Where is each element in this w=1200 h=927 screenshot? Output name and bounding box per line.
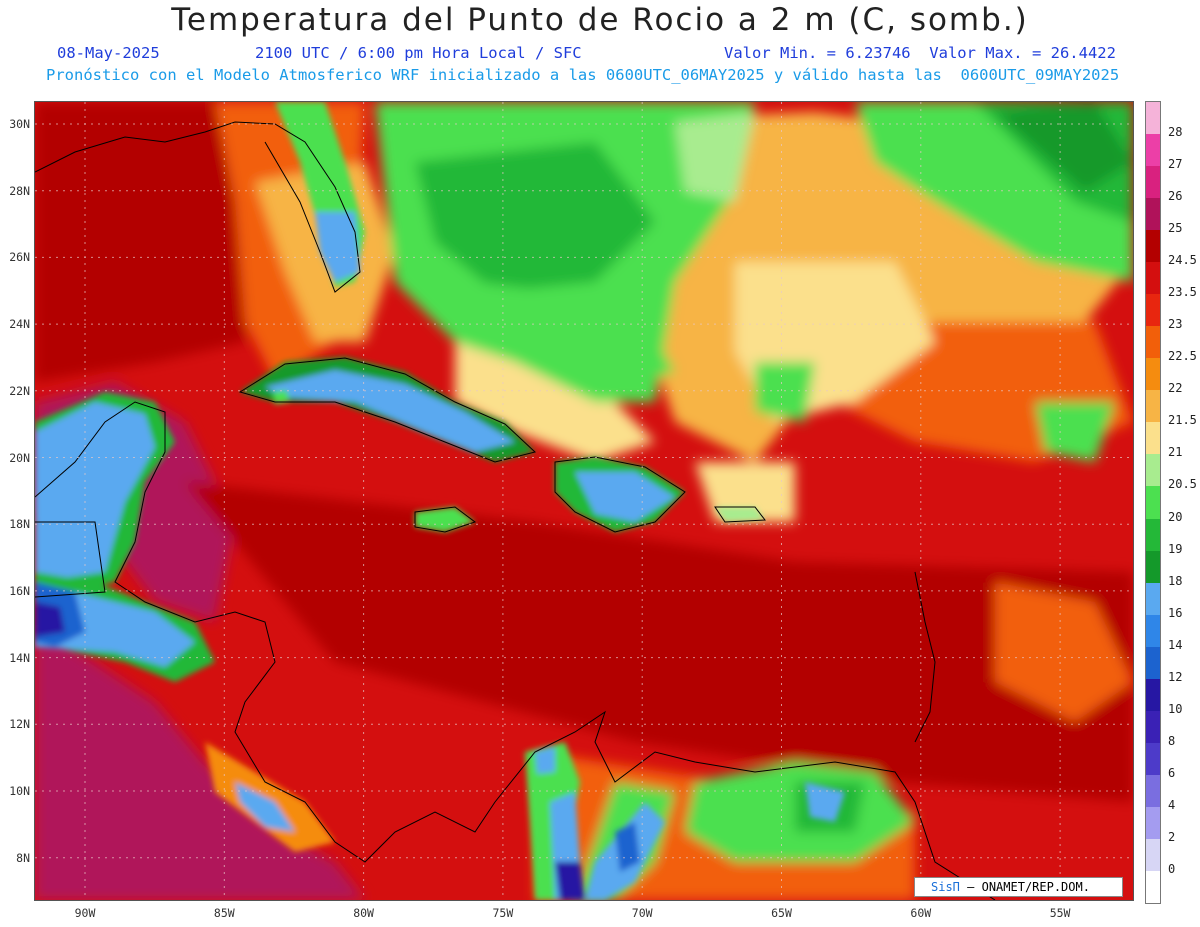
colorbar-label: 0: [1168, 861, 1176, 876]
lat-label: 24N: [9, 317, 30, 332]
colorbar-label: 28: [1168, 125, 1183, 140]
lat-label: 26N: [9, 250, 30, 265]
colorbar-label: 18: [1168, 573, 1183, 588]
colorbar-label: 25: [1168, 221, 1183, 236]
colorbar-segment: [1146, 230, 1160, 263]
colorbar-segment: [1146, 102, 1160, 135]
colorbar-label: 22.5: [1168, 349, 1197, 364]
dewpoint-map: [34, 101, 1134, 901]
colorbar-segment: [1146, 710, 1160, 744]
lon-label: 75W: [492, 906, 514, 920]
colorbar-label: 21.5: [1168, 413, 1197, 428]
colorbar-segment: [1146, 806, 1160, 840]
colorbar-label: 22: [1168, 381, 1183, 396]
lon-label: 90W: [74, 906, 96, 920]
colorbar-label: 19: [1168, 541, 1183, 556]
colorbar-label: 6: [1168, 765, 1176, 780]
colorbar-label: 24.5: [1168, 253, 1197, 268]
lon-label: 70W: [631, 906, 653, 920]
colorbar-segment: [1146, 422, 1160, 455]
colorbar-segment: [1146, 614, 1160, 648]
colorbar-segment: [1146, 390, 1160, 423]
colorbar: [1145, 101, 1161, 904]
lon-label: 55W: [1049, 906, 1071, 920]
lat-label: 10N: [9, 784, 30, 798]
credit-text: – ONAMET/REP.DOM.: [967, 880, 1090, 894]
lon-label: 65W: [771, 906, 792, 920]
colorbar-segment: [1146, 486, 1160, 519]
colorbar-segment: [1146, 294, 1160, 327]
colorbar-segment: [1146, 198, 1160, 231]
credit-badge: SisΠ – ONAMET/REP.DOM.: [914, 877, 1123, 897]
lat-label: 8N: [16, 850, 30, 865]
colorbar-segment: [1146, 166, 1160, 199]
colorbar-segment: [1146, 550, 1160, 584]
lat-label: 14N: [9, 650, 30, 665]
lat-label: 20N: [9, 450, 30, 465]
lat-label: 16N: [9, 583, 30, 598]
colorbar-segment: [1146, 646, 1160, 680]
lat-label: 18N: [9, 517, 30, 532]
valid-date: 08-May-2025: [57, 44, 160, 62]
valid-time: 2100 UTC / 6:00 pm Hora Local / SFC: [255, 44, 582, 62]
colorbar-segment: [1146, 454, 1160, 487]
lat-label: 12N: [9, 717, 30, 732]
colorbar-segment: [1146, 262, 1160, 295]
lon-label: 60W: [910, 906, 932, 920]
map-title: Temperatura del Punto de Rocio a 2 m (C,…: [171, 2, 1029, 38]
colorbar-segment: [1146, 518, 1160, 552]
colorbar-label: 20: [1168, 509, 1183, 524]
colorbar-segment: [1146, 678, 1160, 712]
colorbar-label: 8: [1168, 733, 1176, 748]
colorbar-segment: [1146, 870, 1160, 904]
colorbar-label: 27: [1168, 157, 1183, 172]
colorbar-segment: [1146, 838, 1160, 872]
lat-label: 22N: [9, 383, 30, 398]
min-max-values: Valor Min. = 6.23746 Valor Max. = 26.442…: [724, 44, 1116, 62]
lon-label: 80W: [353, 906, 374, 920]
colorbar-label: 12: [1168, 669, 1183, 684]
colorbar-label: 16: [1168, 605, 1183, 620]
colorbar-segment: [1146, 134, 1160, 167]
lat-label: 30N: [9, 117, 30, 131]
colorbar-segment: [1146, 326, 1160, 359]
colorbar-label: 26: [1168, 189, 1183, 204]
colorbar-segment: [1146, 742, 1160, 776]
colorbar-label: 23.5: [1168, 285, 1197, 300]
lat-label: 28N: [9, 183, 30, 198]
colorbar-segment: [1146, 582, 1160, 616]
dewpoint-field: [35, 102, 1133, 900]
colorbar-segment: [1146, 358, 1160, 391]
colorbar-label: 2: [1168, 829, 1176, 844]
model-run-info: Pronóstico con el Modelo Atmosferico WRF…: [46, 66, 1120, 84]
sispi-logo: SisΠ: [931, 880, 960, 894]
colorbar-label: 21: [1168, 445, 1183, 460]
colorbar-label: 10: [1168, 701, 1183, 716]
colorbar-label: 4: [1168, 797, 1176, 812]
colorbar-segment: [1146, 774, 1160, 808]
colorbar-label: 23: [1168, 317, 1183, 332]
lon-label: 85W: [213, 906, 235, 920]
colorbar-label: 20.5: [1168, 477, 1197, 492]
colorbar-label: 14: [1168, 637, 1183, 652]
